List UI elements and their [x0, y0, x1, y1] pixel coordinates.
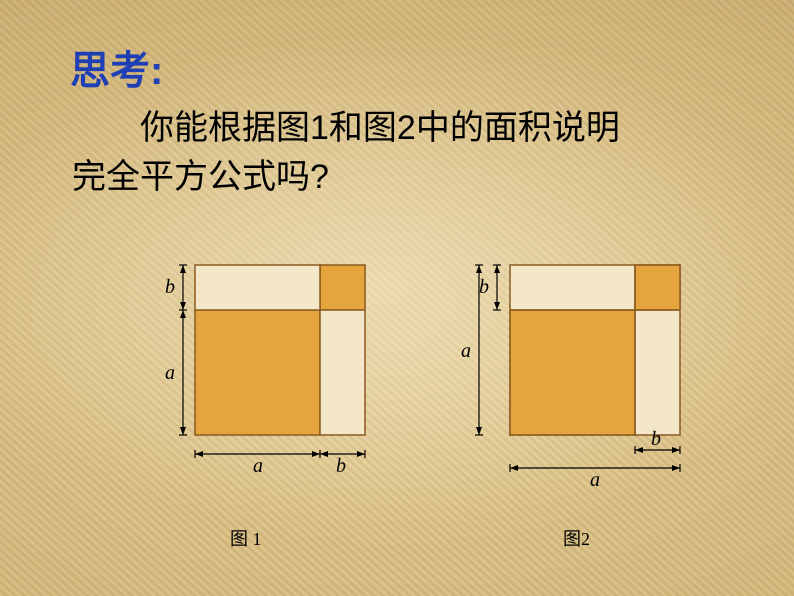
figures-row: b a a b: [0, 245, 794, 565]
svg-text:b: b: [479, 276, 489, 298]
svg-text:b: b: [651, 428, 661, 450]
svg-text:a: a: [590, 469, 600, 491]
figure-1: b a a b: [135, 245, 395, 505]
svg-text:a: a: [165, 362, 175, 384]
svg-text:a: a: [253, 455, 263, 477]
svg-text:b: b: [165, 276, 175, 298]
slide-content: 思考: 你能根据图1和图2中的面积说明完全平方公式吗?: [0, 0, 794, 596]
body-text: 你能根据图1和图2中的面积说明完全平方公式吗?: [72, 104, 642, 203]
figure-2: b a a: [455, 245, 715, 505]
svg-text:b: b: [336, 455, 346, 477]
figure-1-caption: 图 1: [230, 525, 262, 551]
slide-title: 思考:: [70, 38, 163, 96]
body-text-content: 你能根据图1和图2中的面积说明完全平方公式吗?: [72, 109, 620, 196]
svg-text:a: a: [461, 340, 471, 362]
figure-2-caption: 图2: [563, 525, 590, 551]
